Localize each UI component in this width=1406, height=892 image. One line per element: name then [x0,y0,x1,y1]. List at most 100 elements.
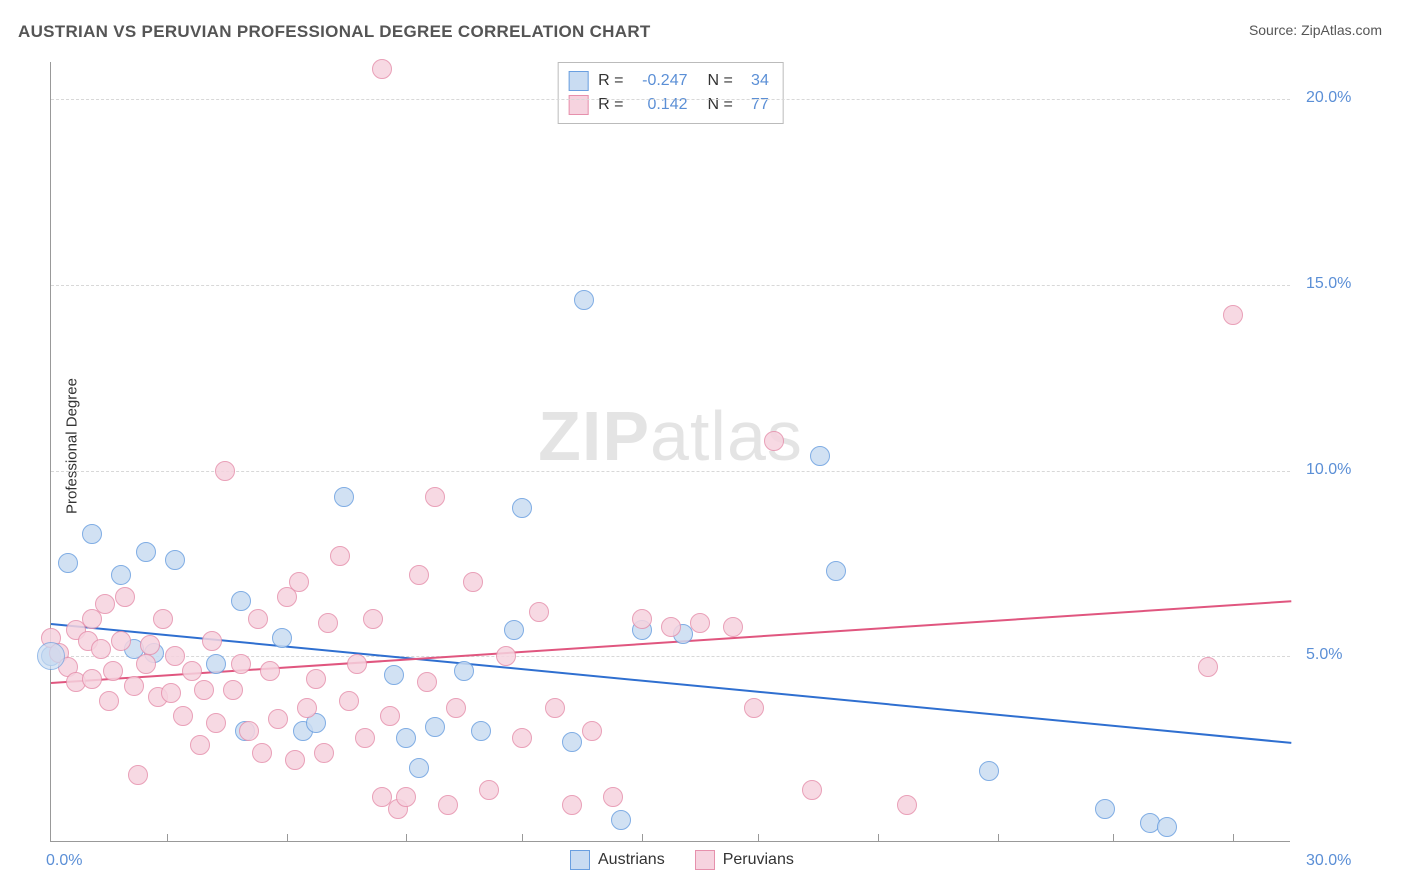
data-point-austrians [454,661,474,681]
data-point-austrians [574,290,594,310]
data-point-peruvians [318,613,338,633]
data-point-peruvians [165,646,185,666]
data-point-peruvians [91,639,111,659]
data-point-peruvians [802,780,822,800]
legend-item-austrians: Austrians [570,850,665,870]
data-point-peruvians [446,698,466,718]
data-point-peruvians [173,706,193,726]
data-point-peruvians [690,613,710,633]
data-point-austrians [165,550,185,570]
stats-row-peruvians: R = 0.142 N = 77 [568,93,769,117]
x-tick [758,834,759,842]
data-point-peruvians [409,565,429,585]
data-point-austrians [425,717,445,737]
data-point-peruvians [562,795,582,815]
data-point-peruvians [723,617,743,637]
source-prefix: Source: [1249,22,1301,38]
data-point-peruvians [603,787,623,807]
data-point-austrians [504,620,524,640]
data-point-austrians [471,721,491,741]
data-point-peruvians [314,743,334,763]
data-point-peruvians [206,713,226,733]
y-tick-label: 10.0% [1306,461,1351,479]
data-point-peruvians [182,661,202,681]
data-point-peruvians [496,646,516,666]
data-point-peruvians [330,546,350,566]
data-point-peruvians [124,676,144,696]
data-point-peruvians [215,461,235,481]
x-min-label: 0.0% [46,852,82,870]
data-point-peruvians [512,728,532,748]
stats-row-austrians: R =-0.247N =34 [568,69,769,93]
gridline [51,285,1290,286]
data-point-austrians [826,561,846,581]
data-point-austrians [611,810,631,830]
r-value-peruvians: 0.142 [632,93,688,117]
data-point-peruvians [223,680,243,700]
data-point-peruvians [95,594,115,614]
data-point-peruvians [463,572,483,592]
data-point-peruvians [268,709,288,729]
legend-swatch-peruvians [695,850,715,870]
data-point-austrians [231,591,251,611]
data-point-peruvians [128,765,148,785]
n-label: N = [708,93,733,117]
data-point-peruvians [396,787,416,807]
data-point-peruvians [339,691,359,711]
data-point-peruvians [363,609,383,629]
data-point-austrians [979,761,999,781]
data-point-austrians [409,758,429,778]
data-point-peruvians [231,654,251,674]
x-max-label: 30.0% [1306,852,1351,870]
data-point-peruvians [479,780,499,800]
data-point-peruvians [248,609,268,629]
data-point-austrians [272,628,292,648]
data-point-austrians [206,654,226,674]
data-point-peruvians [161,683,181,703]
data-point-austrians [384,665,404,685]
data-point-peruvians [99,691,119,711]
y-tick-label: 20.0% [1306,89,1351,107]
data-point-peruvians [582,721,602,741]
data-point-peruvians [239,721,259,741]
n-label: N = [708,69,733,93]
plot-area: ZIPatlas R =-0.247N =34R =0.142N =77 [50,62,1290,842]
x-tick [642,834,643,842]
swatch-peruvians [568,95,588,115]
data-point-peruvians [897,795,917,815]
data-point-peruvians [380,706,400,726]
x-tick [998,834,999,842]
data-point-peruvians [190,735,210,755]
data-point-austrians [334,487,354,507]
legend-label-austrians: Austrians [598,851,665,869]
x-tick [1233,834,1234,842]
data-point-peruvians [438,795,458,815]
data-point-peruvians [355,728,375,748]
data-point-peruvians [115,587,135,607]
data-point-peruvians [297,698,317,718]
data-point-austrians [1095,799,1115,819]
data-point-peruvians [347,654,367,674]
data-point-austrians [136,542,156,562]
legend-swatch-austrians [570,850,590,870]
y-tick-label: 5.0% [1306,646,1342,664]
data-point-austrians [512,498,532,518]
data-point-peruvians [306,669,326,689]
x-tick [287,834,288,842]
source-credit: Source: ZipAtlas.com [1249,22,1382,38]
data-point-peruvians [744,698,764,718]
data-point-peruvians [632,609,652,629]
y-tick-label: 15.0% [1306,275,1351,293]
data-point-peruvians [529,602,549,622]
gridline [51,99,1290,100]
source-name: ZipAtlas.com [1301,22,1382,38]
n-value-peruvians: 77 [741,93,769,117]
data-point-peruvians [136,654,156,674]
legend-label-peruvians: Peruvians [723,851,794,869]
data-point-peruvians [1198,657,1218,677]
n-value-austrians: 34 [741,69,769,93]
x-tick [878,834,879,842]
x-tick [167,834,168,842]
r-label: R = [598,93,623,117]
watermark: ZIPatlas [538,396,803,476]
